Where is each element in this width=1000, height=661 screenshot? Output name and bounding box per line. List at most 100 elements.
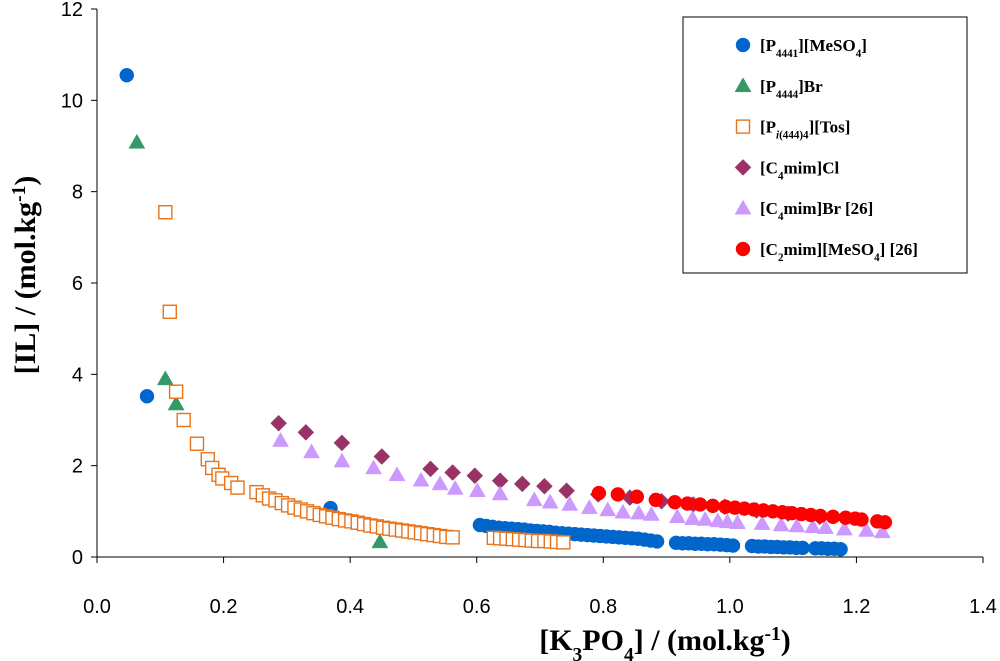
legend-box bbox=[682, 16, 968, 274]
data-point bbox=[513, 475, 531, 493]
y-tick-label: 8 bbox=[72, 182, 83, 204]
legend-entry: [Pi(444)4][Tos] bbox=[735, 118, 850, 142]
data-point bbox=[189, 436, 205, 451]
series-0 bbox=[119, 67, 848, 557]
x-tick-label: 0.6 bbox=[463, 596, 491, 618]
y-tick-label: 4 bbox=[72, 364, 83, 386]
x-tick-label: 0.2 bbox=[210, 596, 238, 618]
data-point bbox=[599, 501, 617, 517]
series-2 bbox=[158, 205, 571, 550]
data-point bbox=[556, 535, 571, 550]
data-point bbox=[858, 522, 875, 537]
axes bbox=[91, 8, 984, 563]
data-point bbox=[444, 464, 462, 481]
data-point bbox=[272, 432, 289, 447]
legend-marker bbox=[734, 159, 752, 176]
data-point bbox=[466, 467, 484, 485]
data-point bbox=[412, 471, 430, 487]
x-axis-title: [K3PO4] / (mol.kg-1) bbox=[539, 624, 791, 661]
legend-entry: [C2mim][MeSO4] [26] bbox=[735, 240, 918, 264]
y-axis-title: [IL] / (mol.kg-1) bbox=[9, 176, 43, 375]
data-point bbox=[333, 434, 351, 452]
data-point bbox=[365, 459, 382, 475]
data-point bbox=[825, 509, 841, 525]
legend-label: [Pi(444)4][Tos] bbox=[760, 118, 850, 142]
y-tick-labels: 0 2 4 6 8 10 12 bbox=[61, 0, 83, 569]
data-point bbox=[642, 506, 660, 521]
data-point bbox=[772, 516, 790, 532]
data-point bbox=[804, 518, 822, 534]
data-point bbox=[561, 495, 579, 511]
y-tick-label: 12 bbox=[61, 0, 83, 21]
data-point bbox=[491, 485, 509, 501]
y-tick-label: 0 bbox=[72, 547, 83, 569]
data-point bbox=[725, 538, 741, 553]
data-point bbox=[668, 508, 686, 524]
data-point bbox=[270, 414, 287, 432]
data-point bbox=[176, 412, 191, 428]
data-point bbox=[333, 452, 351, 468]
legend-marker bbox=[734, 77, 752, 93]
legend: [P4441][MeSO4] [P4444]Br [Pi(444)4][Tos] [C… bbox=[682, 16, 968, 274]
data-point bbox=[230, 480, 245, 495]
x-tick-labels: 0.0 0.2 0.4 0.6 0.8 1.0 1.2 1.4 bbox=[83, 596, 997, 618]
data-point bbox=[680, 496, 695, 511]
data-point bbox=[816, 519, 834, 535]
series-5 bbox=[591, 485, 893, 530]
data-point bbox=[696, 511, 714, 526]
legend-label: [C4mim]Br [26] bbox=[760, 199, 873, 223]
data-point bbox=[813, 508, 828, 524]
data-point bbox=[373, 448, 391, 465]
data-point bbox=[468, 482, 486, 498]
x-tick-label: 1.0 bbox=[716, 596, 744, 618]
data-point bbox=[854, 512, 869, 527]
legend-entry: [P4444]Br bbox=[734, 77, 823, 101]
series-4 bbox=[272, 432, 891, 539]
legend-marker bbox=[735, 119, 751, 134]
data-point bbox=[591, 485, 607, 501]
data-point bbox=[788, 517, 806, 533]
data-point bbox=[541, 493, 559, 509]
data-point bbox=[297, 423, 315, 441]
data-point bbox=[610, 487, 626, 502]
data-point bbox=[649, 534, 665, 549]
data-point bbox=[422, 460, 439, 478]
data-point bbox=[431, 475, 449, 491]
data-point bbox=[119, 67, 134, 83]
data-point bbox=[835, 520, 853, 536]
data-point bbox=[158, 205, 173, 220]
data-point bbox=[753, 515, 771, 530]
legend-label: [C4mim]Cl bbox=[760, 158, 839, 182]
data-point bbox=[162, 304, 177, 319]
data-point bbox=[156, 370, 174, 386]
data-point bbox=[445, 530, 460, 545]
data-point bbox=[684, 510, 701, 525]
data-point bbox=[580, 499, 598, 514]
x-tick-label: 1.4 bbox=[969, 596, 997, 618]
x-tick-label: 0.8 bbox=[589, 596, 617, 618]
y-tick-label: 10 bbox=[61, 90, 83, 112]
y-tick-label: 2 bbox=[72, 456, 83, 478]
data-point bbox=[877, 515, 893, 530]
data-point bbox=[629, 489, 645, 504]
data-point bbox=[525, 491, 543, 507]
data-point bbox=[718, 513, 736, 529]
legend-label: [C2mim][MeSO4] [26] bbox=[760, 240, 918, 264]
data-point bbox=[630, 504, 648, 520]
data-point bbox=[833, 541, 848, 557]
legend-entry: [P4441][MeSO4] bbox=[735, 36, 867, 60]
x-tick-label: 1.2 bbox=[843, 596, 871, 618]
legend-marker bbox=[734, 199, 752, 215]
data-point bbox=[128, 133, 146, 149]
x-tick-label: 0.0 bbox=[83, 596, 111, 618]
data-point bbox=[167, 395, 185, 411]
data-point bbox=[729, 514, 746, 529]
data-point bbox=[558, 482, 575, 500]
data-point bbox=[446, 479, 464, 495]
data-point bbox=[388, 466, 406, 482]
legend-entry: [C4mim]Br [26] bbox=[734, 199, 873, 223]
data-point bbox=[795, 540, 810, 556]
data-point bbox=[667, 494, 683, 510]
legend-label: [P4441][MeSO4] bbox=[760, 36, 867, 60]
